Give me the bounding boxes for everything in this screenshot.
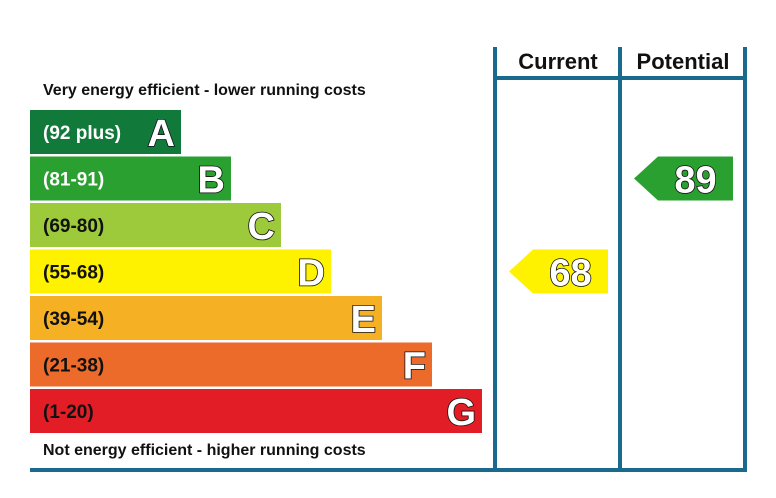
band-range-c: (69-80)	[43, 216, 104, 237]
band-letter-g: G	[446, 392, 476, 434]
current-rating-arrow	[509, 249, 608, 294]
band-range-d: (55-68)	[43, 263, 104, 284]
band-range-e: (39-54)	[43, 309, 104, 330]
band-letter-c: C	[248, 206, 275, 248]
band-letter-f: F	[403, 346, 426, 388]
band-bar-d	[30, 249, 331, 294]
band-bar-e	[30, 296, 382, 340]
band-letter-e: E	[351, 299, 376, 341]
band-bar-f	[30, 342, 432, 387]
band-bar-c	[30, 203, 281, 247]
column-header-current: Current	[518, 49, 598, 74]
band-letter-a: A	[148, 113, 175, 155]
band-bar-b	[30, 156, 231, 201]
top-caption: Very energy efficient - lower running co…	[43, 82, 366, 99]
potential-rating-arrow	[634, 156, 733, 201]
rating-frame	[30, 47, 747, 472]
band-bar-a	[30, 110, 181, 154]
current-rating-value: 68	[549, 253, 591, 295]
band-bar-g	[30, 389, 482, 433]
band-letter-b: B	[198, 160, 225, 202]
rating-markers: 68 89	[509, 156, 733, 295]
rating-bands: (92 plus) A (81-91) B (69-80) C (55-68) D (39-54…	[30, 110, 482, 435]
band-range-g: (1-20)	[43, 402, 94, 423]
band-range-f: (21-38)	[43, 356, 104, 377]
potential-rating-value: 89	[674, 160, 716, 202]
bottom-caption: Not energy efficient - higher running co…	[43, 442, 366, 459]
column-header-potential: Potential	[637, 49, 730, 74]
band-range-a: (92 plus)	[43, 123, 121, 144]
band-letter-d: D	[298, 253, 325, 295]
band-range-b: (81-91)	[43, 170, 104, 191]
